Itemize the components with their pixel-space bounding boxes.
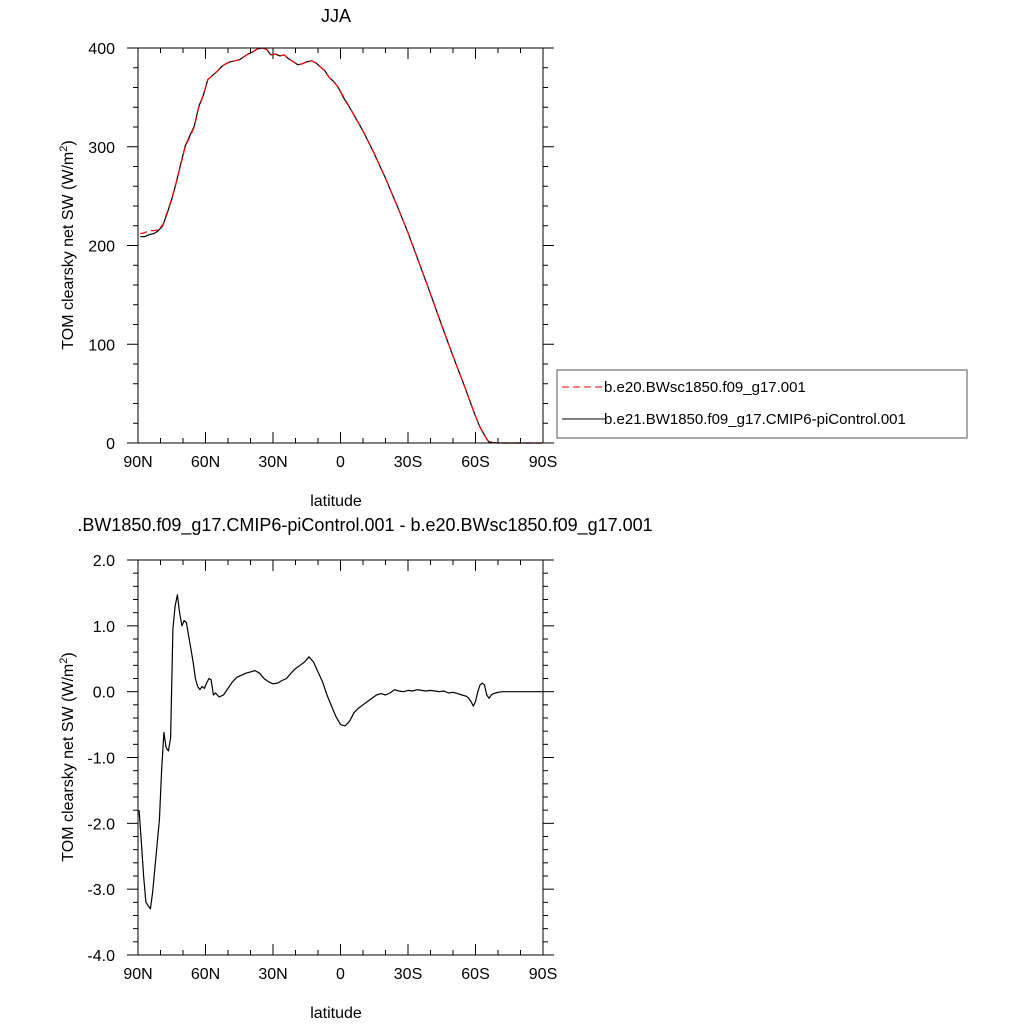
x-tick-label: 60S	[461, 454, 489, 471]
y-axis-title-close: )	[60, 652, 77, 657]
y-tick-label: 400	[88, 41, 115, 58]
y-axis-title-main: TOM clearsky net SW (W/m	[60, 664, 77, 862]
x-tick-label: 30S	[394, 966, 422, 983]
legend-box	[556, 369, 968, 439]
y-axis-title-main: TOM clearsky net SW (W/m	[60, 152, 77, 350]
y-axis-title-superscript: 2	[58, 146, 70, 152]
x-tick-label: 60N	[191, 966, 220, 983]
x-tick-label: 90N	[123, 454, 152, 471]
bottom-difference-chart: .BW1850.f09_g17.CMIP6-piControl.001 - b.…	[58, 515, 653, 1022]
legend: b.e20.BWsc1850.f09_g17.001 b.e21.BW1850.…	[556, 369, 968, 439]
x-tick-label: 90N	[123, 966, 152, 983]
y-axis-title-superscript: 2	[58, 658, 70, 664]
y-tick-label: 100	[88, 337, 115, 354]
y-tick-label: 300	[88, 140, 115, 157]
y-tick-label: -2.0	[87, 816, 115, 833]
x-tick-label: 60N	[191, 454, 220, 471]
x-tick-label: 60S	[461, 966, 489, 983]
y-tick-label: -3.0	[87, 882, 115, 899]
series-line-dashed-red	[140, 47, 542, 444]
x-tick-label: 0	[336, 454, 345, 471]
y-tick-label: -4.0	[87, 948, 115, 965]
y-tick-label: 1.0	[93, 619, 115, 636]
top-line-chart: JJA latitude TOM clearsky net SW (W/m2) …	[58, 6, 557, 510]
axis-ticks: 90N 60N 30N 0 30S 60S 90S -4.0 -3.0 -2.0 -1.0 0.0 1.…	[87, 553, 557, 983]
series-line-solid-black	[138, 594, 543, 910]
x-axis-title: latitude	[310, 1005, 362, 1022]
x-tick-label: 90S	[529, 966, 557, 983]
x-tick-label: 0	[336, 966, 345, 983]
chart-title: JJA	[321, 6, 351, 26]
series-lines	[140, 47, 542, 444]
x-axis-title: latitude	[310, 493, 362, 510]
y-axis-title-close: )	[60, 140, 77, 145]
legend-label-bwsc1850: b.e20.BWsc1850.f09_g17.001	[604, 379, 806, 396]
y-tick-label: 0	[106, 436, 115, 453]
y-tick-label: 2.0	[93, 553, 115, 570]
y-axis-title: TOM clearsky net SW (W/m2)	[58, 140, 77, 349]
x-tick-label: 30N	[258, 454, 287, 471]
x-tick-label: 30S	[394, 454, 422, 471]
x-tick-label: 90S	[529, 454, 557, 471]
legend-label-bw1850-picontrol: b.e21.BW1850.f09_g17.CMIP6-piControl.001	[604, 411, 906, 428]
y-tick-label: -1.0	[87, 751, 115, 768]
plot-frame	[137, 559, 544, 956]
axis-ticks: 90N 60N 30N 0 30S 60S 90S 0 100 200 300 400	[88, 41, 557, 471]
series-line-solid-black	[140, 47, 542, 444]
series-lines	[138, 594, 543, 910]
y-tick-label: 200	[88, 239, 115, 256]
plot-frame	[137, 47, 544, 444]
y-axis-title: TOM clearsky net SW (W/m2)	[58, 652, 77, 861]
x-tick-label: 30N	[258, 966, 287, 983]
difference-chart-title: .BW1850.f09_g17.CMIP6-piControl.001 - b.…	[77, 515, 652, 536]
y-tick-label: 0.0	[93, 685, 115, 702]
